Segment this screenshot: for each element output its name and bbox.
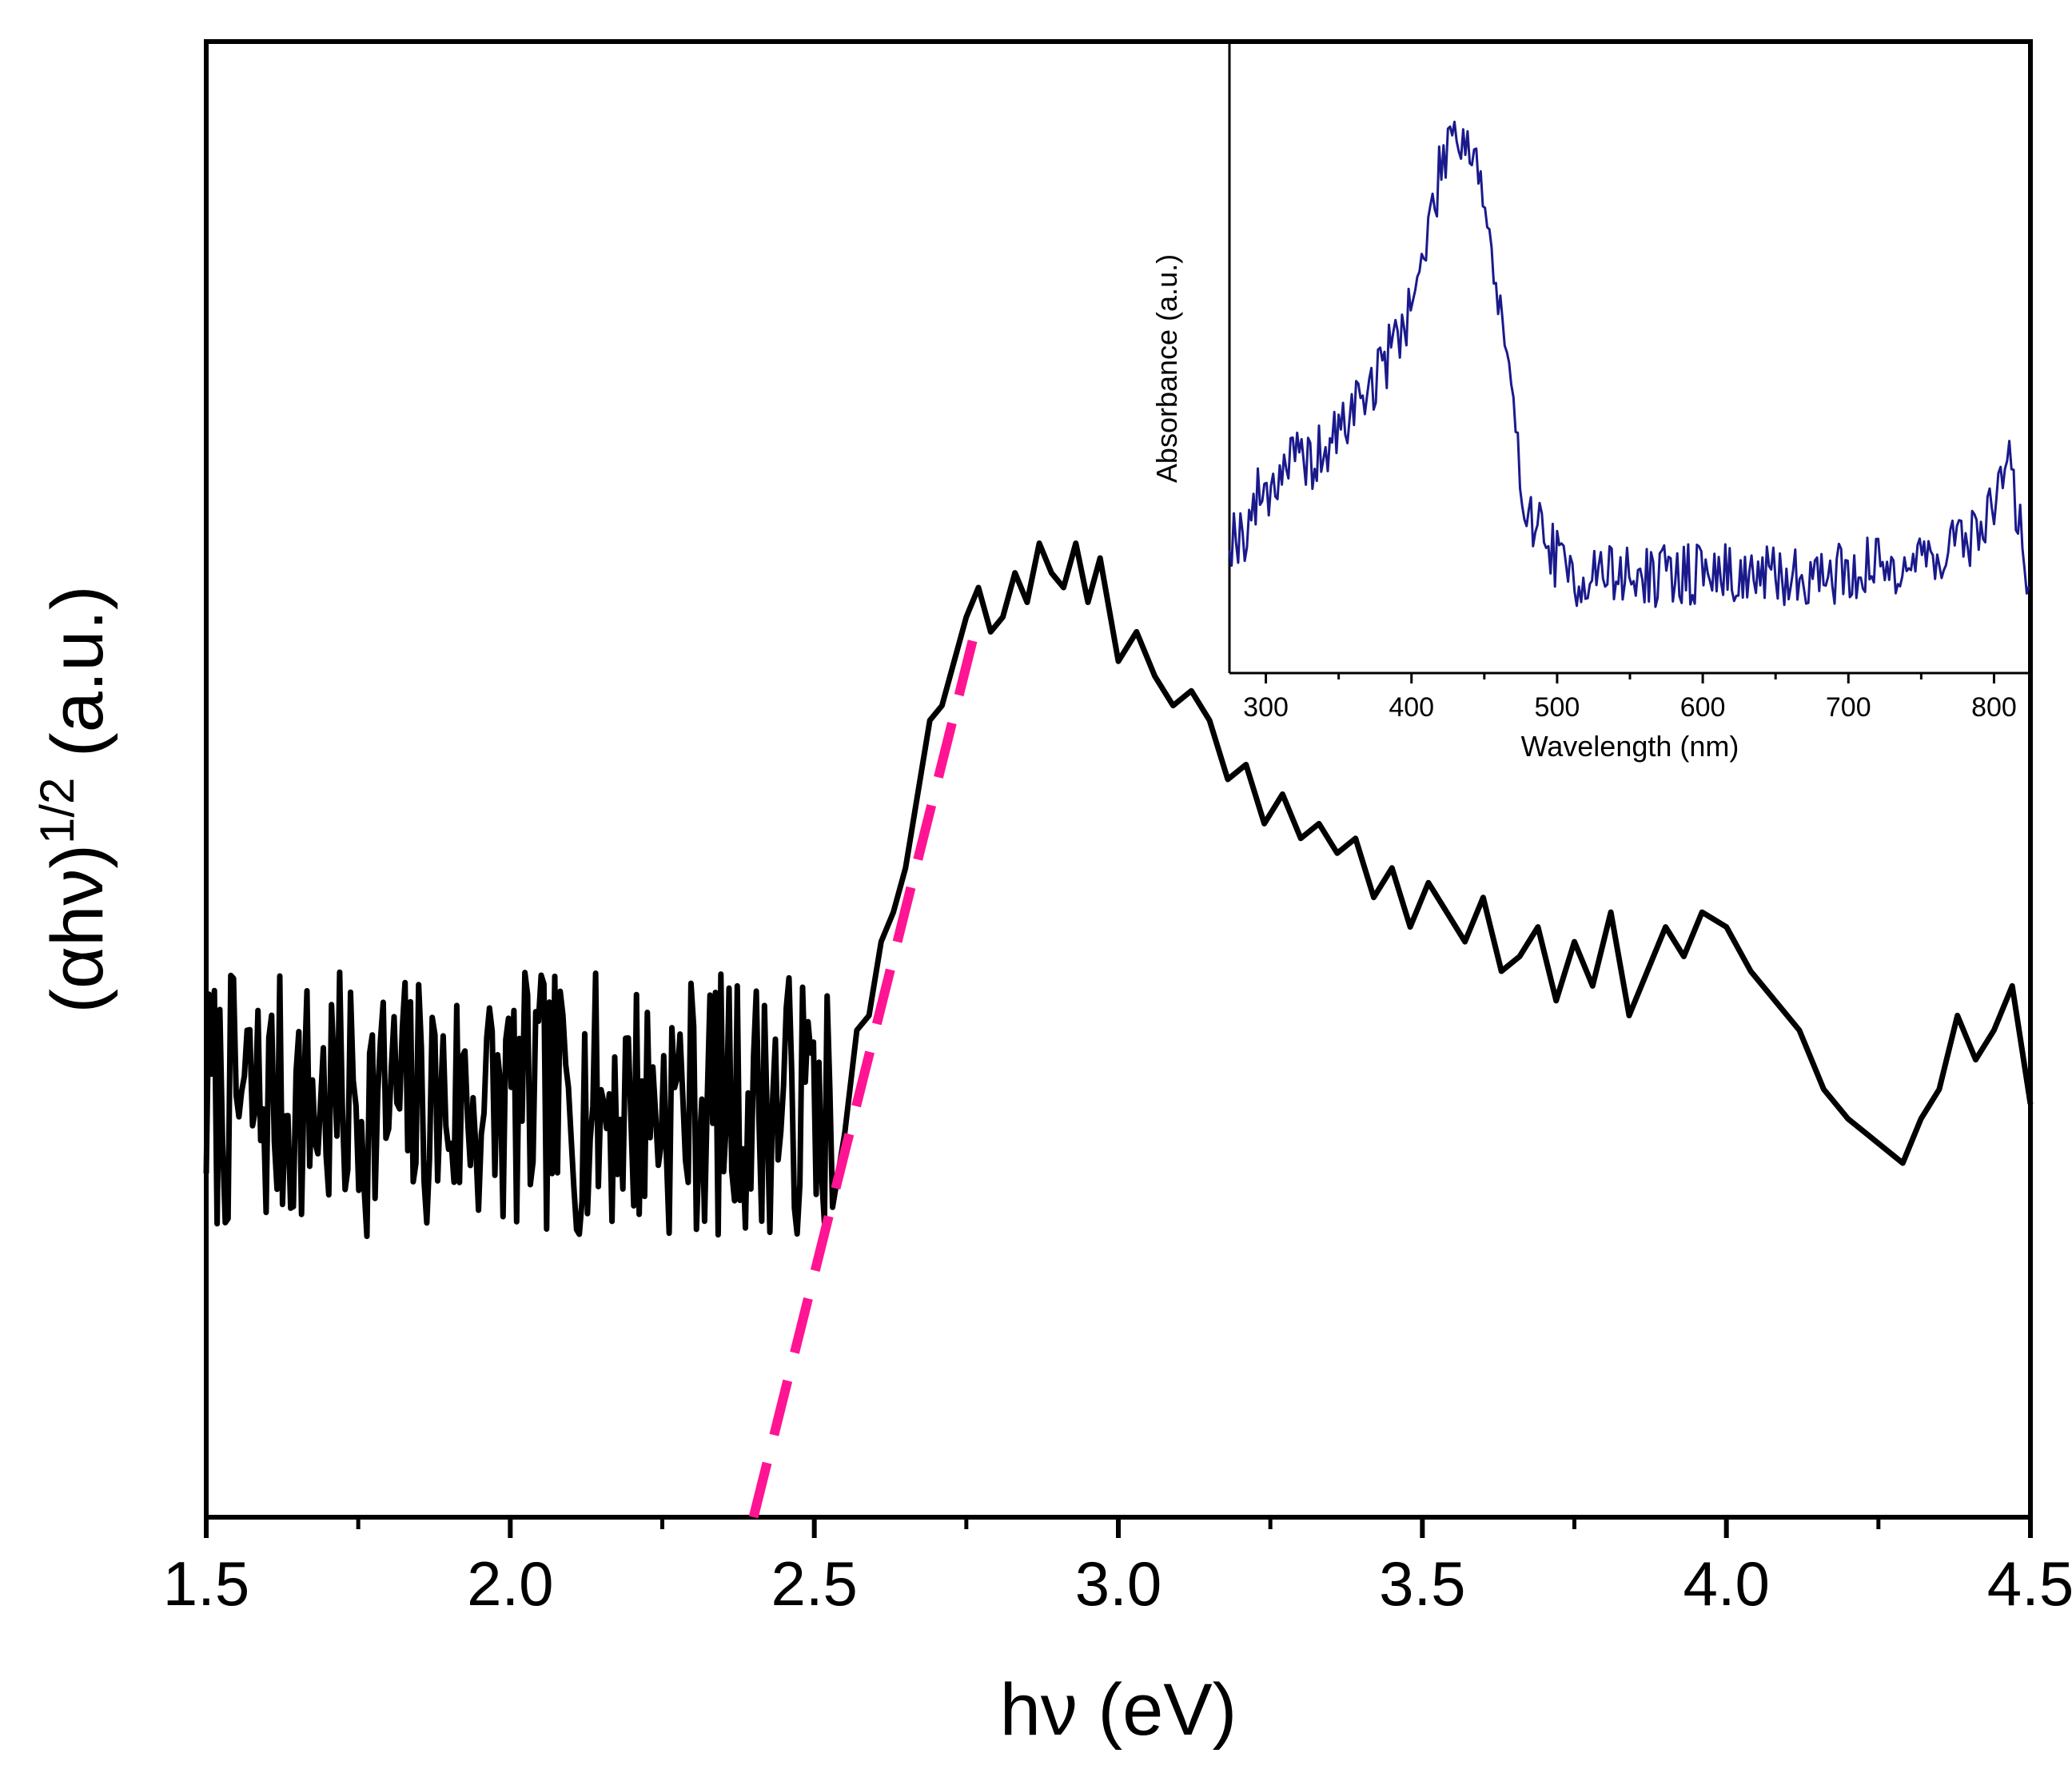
inset-x-tick-label: 300 bbox=[1243, 692, 1289, 723]
x-tick-label: 2.0 bbox=[467, 1548, 553, 1619]
x-tick-label: 1.5 bbox=[163, 1548, 249, 1619]
y-axis-title-superscript: 1/2 bbox=[30, 778, 84, 844]
inset-x-tick-label: 600 bbox=[1680, 692, 1726, 723]
inset-plot: 300 400 500 600 700 800 Wavelength (nm) Absorba… bbox=[1150, 42, 2030, 763]
series-line-sqrt-alpha-hv bbox=[203, 540, 2034, 1240]
inset-x-tick-label: 400 bbox=[1389, 692, 1434, 723]
inset-series-line-absorbance bbox=[1228, 120, 2030, 608]
x-tick-label: 2.5 bbox=[771, 1548, 857, 1619]
x-tick-label: 4.5 bbox=[1987, 1548, 2072, 1619]
inset-y-axis-title: Absorbance (a.u.) bbox=[1150, 254, 1183, 483]
inset-x-axis-title: Wavelength (nm) bbox=[1521, 730, 1739, 763]
tangent-dashed-line bbox=[748, 616, 983, 1519]
y-axis-title-base: (αhν) bbox=[37, 844, 118, 1014]
main-plot: 1.5 2.0 2.5 3.0 3.5 4.0 4.5 hν (eV) (αhν)1/2 (a.… bbox=[30, 39, 2072, 1751]
x-tick-label: 3.5 bbox=[1379, 1548, 1465, 1619]
main-plot-frame bbox=[204, 39, 2033, 1520]
x-tick-label: 4.0 bbox=[1683, 1548, 1769, 1619]
y-axis-title: (αhν)1/2 (a.u.) bbox=[30, 585, 118, 1013]
x-axis-title: hν (eV) bbox=[1000, 1669, 1237, 1751]
inset-x-tick-label: 800 bbox=[1971, 692, 2017, 723]
inset-x-tick-label: 700 bbox=[1826, 692, 1871, 723]
inset-x-tick-label: 500 bbox=[1535, 692, 1580, 723]
y-axis-title-units: (a.u.) bbox=[37, 585, 118, 777]
x-tick-label: 3.0 bbox=[1075, 1548, 1162, 1619]
